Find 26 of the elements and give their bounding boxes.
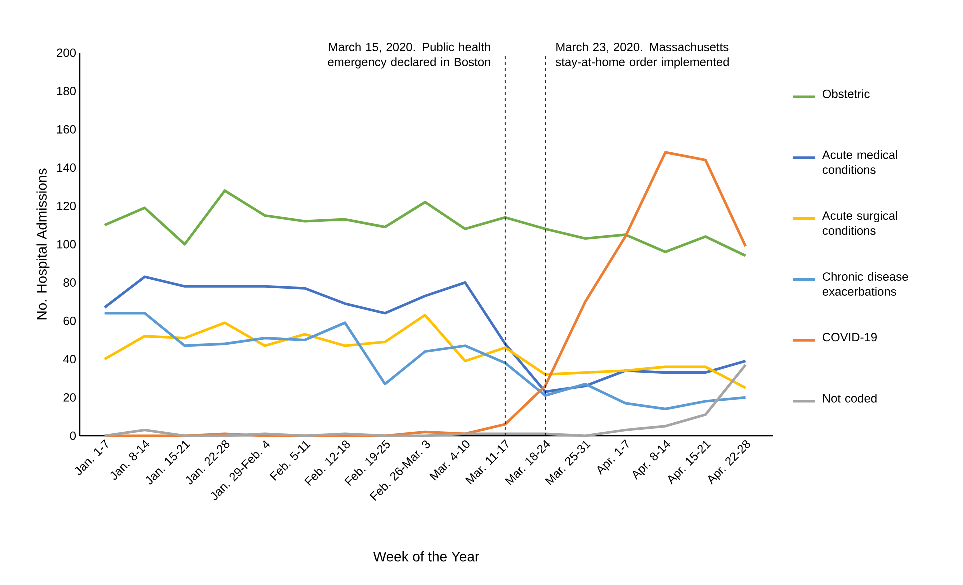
legend-label: Not coded [823, 394, 877, 403]
line-series [104, 314, 748, 390]
legend-label: Acute medical conditions [822, 150, 898, 174]
y-tick-label: 40 [63, 355, 76, 364]
ref-line-label: March 15, 2020. Public health emergency declared in Boston [328, 42, 490, 69]
ref-line-label: March 23, 2020. Massachusetts stay-at-home order implemented [556, 42, 729, 69]
line-series [104, 312, 748, 410]
y-tick-label: 200 [57, 48, 76, 58]
y-tick-label: 120 [57, 202, 76, 210]
legend-label: Acute surgical conditions [822, 211, 898, 236]
y-tick-label: 100 [57, 240, 76, 249]
y-axis-title: No. Hospital Admissions [36, 168, 50, 320]
y-tick-label: 80 [64, 278, 76, 288]
x-tick-label: Apr. 1-7 [598, 440, 629, 476]
legend-label: Chronic disease exacerbations [822, 272, 908, 296]
y-tick-label: 60 [64, 316, 76, 326]
x-axis-title: Week of the Year [373, 552, 480, 562]
line-series [104, 190, 748, 258]
y-tick-label: 140 [57, 164, 76, 172]
legend-label: Obstetric [822, 90, 870, 98]
y-tick-label: 20 [64, 393, 76, 402]
y-tick-label: 160 [57, 125, 76, 134]
y-tick-label: 0 [70, 432, 76, 440]
x-tick-label: Jan. 1-7 [75, 440, 108, 476]
legend-label: COVID-19 [823, 333, 877, 342]
y-tick-label: 180 [57, 87, 76, 96]
